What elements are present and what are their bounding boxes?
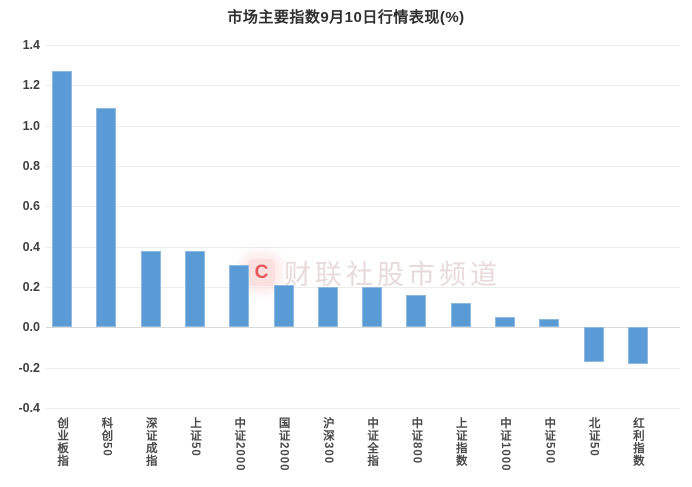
x-axis-category-label: 国证2000	[277, 417, 290, 472]
x-axis-category-label: 中证全指	[366, 417, 379, 467]
y-axis-tick-label: -0.4	[18, 401, 40, 415]
gridline	[46, 408, 680, 409]
x-axis-category-label: 沪深300	[321, 417, 334, 465]
bar-中证500	[539, 319, 560, 328]
gridline	[46, 125, 680, 127]
y-axis-tick-label: -0.2	[18, 360, 40, 375]
bar-北证50	[583, 327, 604, 362]
x-axis-category-label: 中证2000	[233, 417, 246, 472]
bar-中证全指	[362, 287, 383, 328]
x-axis-category-label: 科创50	[100, 417, 113, 457]
bar-上证50	[185, 250, 205, 328]
x-axis-category-label: 上证指数	[454, 417, 467, 467]
x-axis-category-label: 创业板指	[56, 417, 69, 467]
x-axis-line	[46, 327, 680, 329]
cailianshe-logo-icon: C	[248, 259, 275, 286]
bar-中证800	[406, 295, 427, 328]
x-axis-category-label: 北证50	[587, 417, 600, 457]
bar-创业板指	[52, 71, 73, 328]
y-axis-tick-label: 1.4	[22, 38, 40, 52]
x-axis-category-label: 中证1000	[499, 417, 511, 472]
y-axis-tick-label: 1.2	[22, 78, 40, 93]
gridline	[46, 85, 680, 87]
x-axis-category-label: 中证500	[543, 417, 556, 465]
x-axis-category-label: 上证50	[189, 417, 201, 457]
y-axis-tick-label: 1.0	[22, 118, 40, 133]
bar-科创50	[96, 107, 117, 328]
y-axis-tick-label: 0.6	[22, 199, 40, 214]
plot-area: C 财联社股市频道 1.4 1.2 1.0 0.8 0.6 0.4 0.2 0.0 -0.2 -0…	[18, 38, 680, 472]
gridline	[46, 166, 680, 167]
y-axis-tick-label: 0.2	[22, 280, 40, 294]
bar-上证指数	[450, 303, 471, 328]
y-axis-tick-label: 0.8	[22, 159, 40, 173]
x-axis-category-label: 深证成指	[144, 417, 157, 467]
chart-title: 市场主要指数9月10日行情表现(%)	[227, 9, 465, 26]
gridline	[46, 206, 680, 208]
bar-沪深300	[317, 287, 338, 328]
x-axis-category-label: 红利指数	[631, 417, 644, 467]
bar-红利指数	[627, 327, 648, 364]
gridline	[46, 246, 680, 248]
x-axis-category-label: 中证800	[410, 417, 423, 465]
gridline	[46, 367, 680, 369]
y-axis-tick-label: 0.0	[22, 320, 40, 335]
bar-国证2000	[273, 285, 294, 328]
gridline	[46, 45, 680, 46]
bar-中证1000	[495, 317, 515, 328]
y-axis-tick-label: 0.4	[22, 239, 40, 254]
bar-中证2000	[229, 264, 250, 328]
bar-深证成指	[140, 250, 161, 328]
